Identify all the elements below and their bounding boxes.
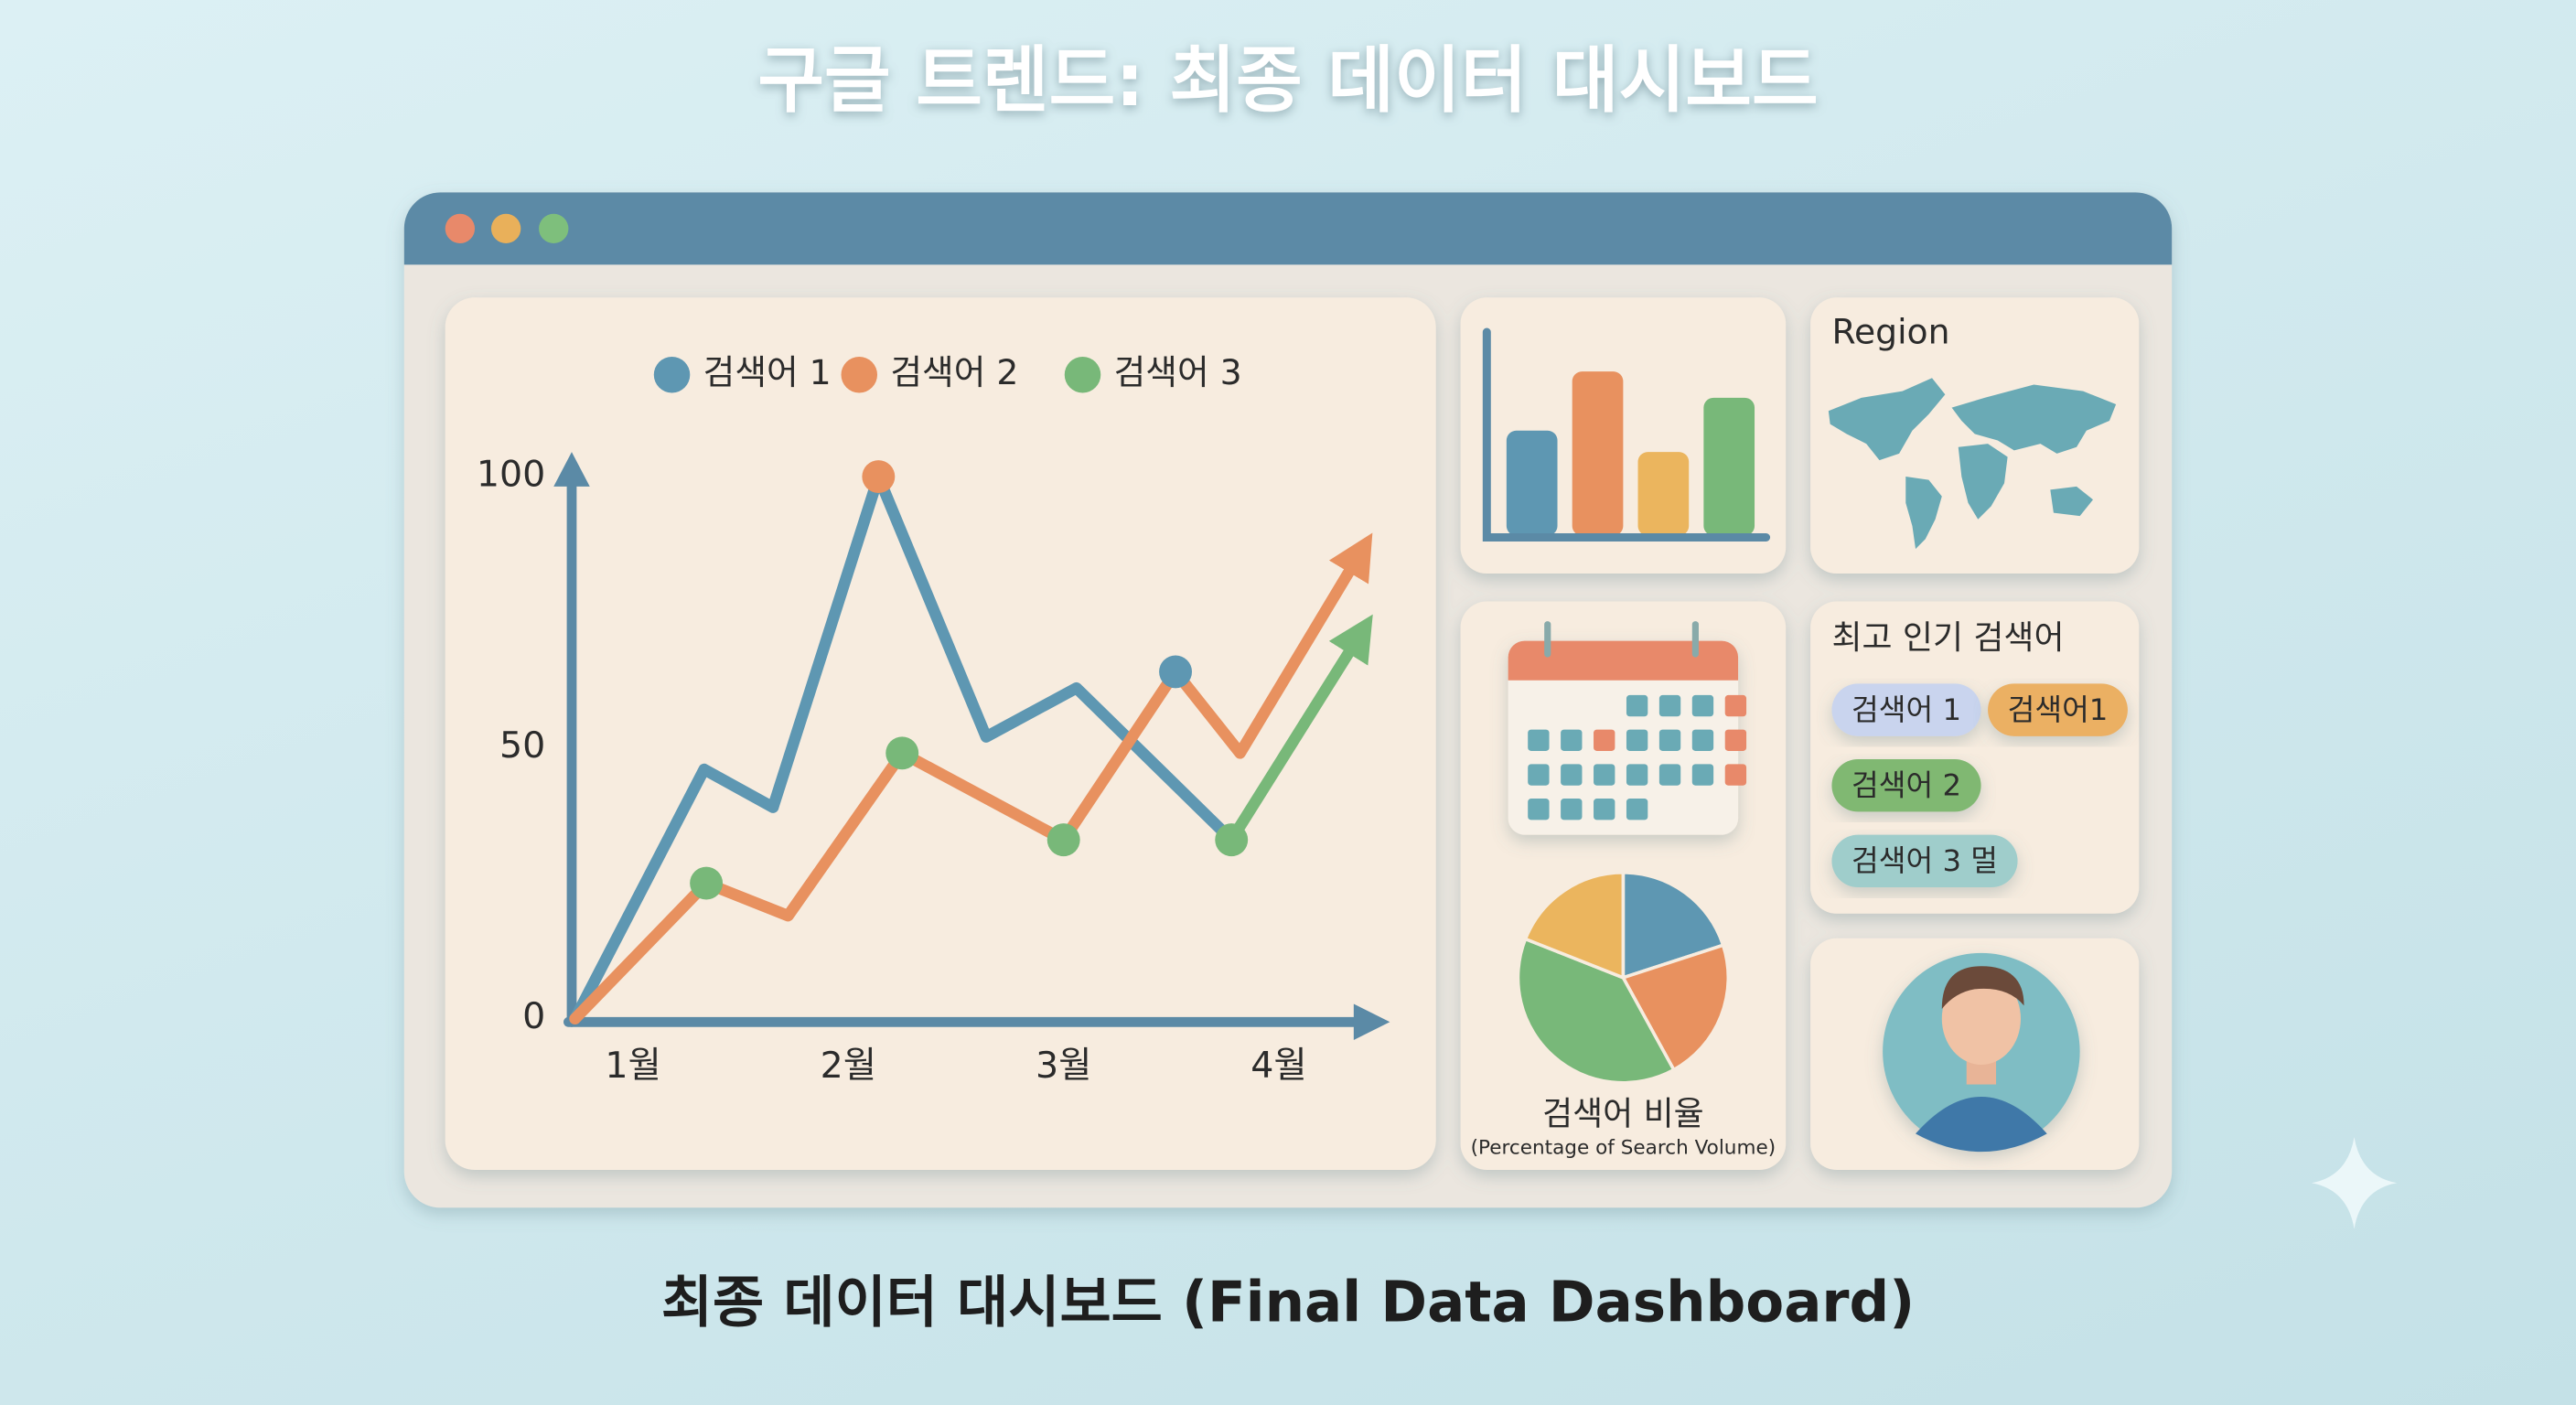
calendar-day <box>1724 729 1747 751</box>
search-chip[interactable] <box>1831 834 2018 888</box>
sparkle <box>2311 1137 2398 1229</box>
avatar[interactable] <box>1883 952 2080 1153</box>
y-tick-label: 100 <box>477 454 545 496</box>
calendar-day <box>1626 799 1648 820</box>
region-title: Region <box>1831 311 1949 351</box>
x-tick-label: 2월 <box>821 1045 876 1087</box>
data-point <box>690 866 724 900</box>
bar <box>1637 452 1690 536</box>
legend-label: 검색어 1 <box>703 352 832 392</box>
chip-label[interactable]: 검색어 3 멀 <box>1852 843 1998 878</box>
calendar-day <box>1691 764 1714 786</box>
y-tick-label: 50 <box>499 724 545 767</box>
bar <box>1703 397 1755 536</box>
pie-slice <box>1621 871 1725 981</box>
maximize-dot[interactable] <box>539 213 569 244</box>
close-dot[interactable] <box>445 213 476 244</box>
calendar-day <box>1594 729 1615 751</box>
data-point <box>1046 823 1080 857</box>
page-title: 구글 트렌드: 최종 데이터 대시보드 <box>757 38 1818 123</box>
search-chip[interactable] <box>1988 683 2128 736</box>
bar <box>1506 430 1558 536</box>
pie-slice <box>1523 871 1626 981</box>
calendar-day <box>1626 694 1648 717</box>
data-point <box>886 736 919 770</box>
bar-axis <box>1482 327 1771 542</box>
calendar-day <box>1528 729 1550 751</box>
pie-subtitle: (Percentage of Search Volume) <box>1471 1137 1776 1160</box>
calendar-day <box>1561 799 1583 820</box>
calendar-day <box>1658 764 1681 786</box>
line-chart: 0 50 100 1월 2월 3월 4월 검색어 1 검색어 2 검색어 3 <box>477 352 1390 1087</box>
popular-title: 최고 인기 검색어 <box>1831 619 2064 657</box>
caption: 최종 데이터 대시보드 (Final Data Dashboard) <box>661 1271 1915 1335</box>
legend-swatch <box>653 356 691 393</box>
pie-slice <box>1620 943 1731 1072</box>
chip-label[interactable]: 검색어1 <box>2008 692 2109 727</box>
calendar-day <box>1528 764 1550 786</box>
calendar-day <box>1658 729 1681 751</box>
data-point <box>862 460 896 494</box>
bar <box>1572 371 1624 536</box>
calendar-day <box>1724 764 1747 786</box>
legend-label: 검색어 2 <box>890 352 1018 392</box>
data-point <box>1215 823 1249 857</box>
calendar-day <box>1626 729 1648 751</box>
calendar-icon <box>1508 640 1739 835</box>
calendar-day <box>1528 799 1550 820</box>
search-chip[interactable] <box>1831 683 1981 736</box>
calendar-day <box>1561 764 1583 786</box>
legend-swatch <box>841 356 878 393</box>
chip-label[interactable]: 검색어 1 <box>1852 692 1961 727</box>
calendar-day <box>1561 729 1583 751</box>
chip-label[interactable]: 검색어 2 <box>1852 767 1961 802</box>
pie-title: 검색어 비율 <box>1542 1096 1704 1133</box>
x-tick-label: 4월 <box>1250 1045 1306 1087</box>
calendar-day <box>1691 694 1714 717</box>
calendar-day <box>1658 694 1681 717</box>
calendar-rings <box>1544 621 1699 658</box>
legend-swatch <box>1064 356 1101 393</box>
calendar-day <box>1691 729 1714 751</box>
calendar-day <box>1594 799 1615 820</box>
data-point <box>1159 655 1193 689</box>
series-line <box>1225 614 1373 846</box>
minimize-dot[interactable] <box>490 213 521 244</box>
calendar-day <box>1594 764 1615 786</box>
legend-label: 검색어 3 <box>1114 352 1242 392</box>
x-tick-label: 3월 <box>1036 1045 1091 1087</box>
calendar-days <box>1528 694 1747 820</box>
search-chip[interactable] <box>1831 758 1981 812</box>
x-tick-label: 1월 <box>605 1045 660 1087</box>
y-tick-label: 0 <box>522 995 545 1037</box>
pie-slice <box>1516 937 1677 1085</box>
calendar-day <box>1626 764 1648 786</box>
calendar-day <box>1724 694 1747 717</box>
world-map <box>1828 378 2117 550</box>
